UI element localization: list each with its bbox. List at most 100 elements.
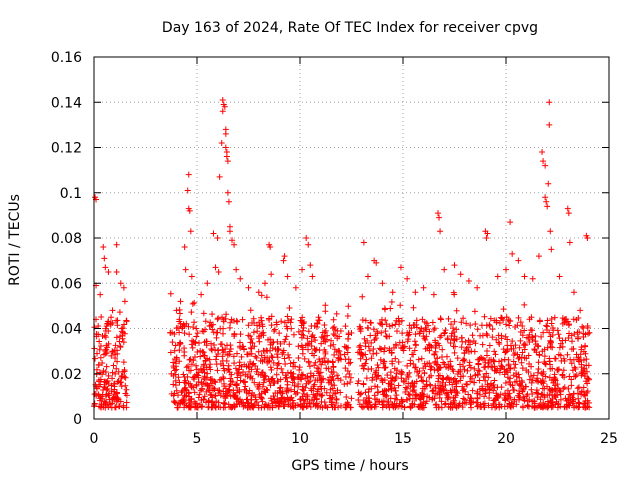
data-point — [519, 387, 526, 394]
data-point — [453, 326, 460, 333]
data-point — [494, 384, 501, 391]
data-point — [367, 319, 374, 326]
data-point — [422, 336, 429, 343]
data-point — [557, 340, 564, 347]
data-point — [182, 384, 189, 391]
data-point — [387, 383, 394, 390]
data-point — [312, 337, 319, 344]
data-point — [511, 365, 518, 372]
data-point — [536, 318, 543, 325]
data-point — [249, 375, 256, 382]
data-point — [247, 344, 254, 351]
data-point — [224, 158, 231, 165]
data-point — [376, 345, 383, 352]
data-point — [547, 387, 554, 394]
data-point — [315, 314, 322, 321]
y-tick-label: 0.06 — [51, 276, 82, 292]
data-point — [513, 370, 520, 377]
data-point — [267, 382, 274, 389]
data-point — [362, 389, 369, 396]
data-point — [376, 320, 383, 327]
data-point — [235, 370, 242, 377]
data-point — [448, 332, 455, 339]
data-point — [280, 257, 287, 264]
data-point — [493, 336, 500, 343]
data-point — [545, 180, 552, 187]
data-point — [318, 361, 325, 368]
data-point — [370, 345, 377, 352]
axis-ticks: 0 5 10 15 20 25 0 0.02 0.04 0.06 0.08 0.1 0.12 0.14 0.… — [51, 50, 618, 447]
data-point — [232, 393, 239, 400]
data-point — [568, 360, 575, 367]
data-point — [348, 395, 355, 402]
data-point — [229, 237, 236, 244]
data-point — [407, 403, 414, 410]
data-point — [222, 130, 229, 137]
data-point — [305, 379, 312, 386]
data-point — [220, 380, 227, 387]
data-point — [286, 341, 293, 348]
data-point — [356, 401, 363, 408]
data-point — [259, 398, 266, 405]
data-point — [213, 353, 220, 360]
data-point — [519, 323, 526, 330]
data-point — [111, 386, 118, 393]
data-point — [300, 324, 307, 331]
data-point — [286, 354, 293, 361]
data-point — [93, 366, 100, 373]
data-point — [282, 372, 289, 379]
data-point — [114, 396, 121, 403]
data-point — [536, 351, 543, 358]
data-point — [356, 391, 363, 398]
data-point — [528, 363, 535, 370]
data-point — [223, 358, 230, 365]
data-point — [117, 379, 124, 386]
data-point — [462, 388, 469, 395]
data-point — [248, 319, 255, 326]
data-point — [570, 390, 577, 397]
x-tick-label: 15 — [394, 431, 412, 447]
data-point — [432, 337, 439, 344]
data-point — [278, 318, 285, 325]
data-point — [284, 385, 291, 392]
data-point — [337, 402, 344, 409]
data-point — [202, 318, 209, 325]
data-point — [234, 318, 241, 325]
data-point — [318, 340, 325, 347]
data-point — [113, 365, 120, 372]
data-point — [496, 319, 503, 326]
data-point — [513, 378, 520, 385]
data-point — [299, 383, 306, 390]
data-point — [236, 339, 243, 346]
data-point — [257, 371, 264, 378]
data-point — [490, 402, 497, 409]
data-point — [474, 394, 481, 401]
data-point — [397, 344, 404, 351]
data-point — [188, 382, 195, 389]
data-point — [92, 355, 99, 362]
data-point — [423, 333, 430, 340]
data-point — [271, 379, 278, 386]
data-point — [516, 374, 523, 381]
data-point — [295, 328, 302, 335]
data-point — [412, 289, 419, 296]
data-point — [411, 364, 418, 371]
data-point — [306, 363, 313, 370]
data-point — [290, 331, 297, 338]
data-point — [418, 355, 425, 362]
data-point — [554, 381, 561, 388]
data-point — [176, 329, 183, 336]
data-point — [521, 340, 528, 347]
data-point — [331, 351, 338, 358]
data-point — [511, 396, 518, 403]
data-point — [98, 404, 105, 411]
data-point — [535, 390, 542, 397]
data-point — [330, 316, 337, 323]
data-point — [240, 378, 247, 385]
data-point — [521, 273, 528, 280]
data-point — [213, 361, 220, 368]
data-point — [193, 362, 200, 369]
data-point — [450, 377, 457, 384]
data-point — [406, 345, 413, 352]
data-point — [405, 331, 412, 338]
